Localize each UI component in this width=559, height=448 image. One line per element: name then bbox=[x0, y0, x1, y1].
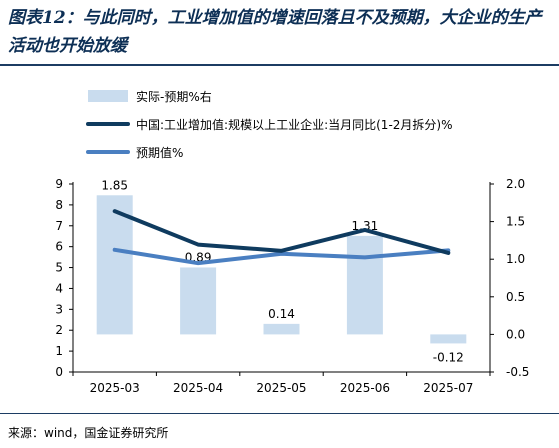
y-left-tick-label: 4 bbox=[55, 281, 63, 295]
y-left-tick-label: 8 bbox=[55, 198, 63, 212]
bar-label-2025-06: 1.31 bbox=[352, 219, 379, 233]
y-left-tick-label: 2 bbox=[55, 323, 63, 337]
actual-line bbox=[112, 209, 451, 255]
expected-line-point-2025-04 bbox=[196, 261, 200, 265]
bar-label-2025-03: 1.85 bbox=[101, 178, 128, 192]
y-left-tick-label: 5 bbox=[55, 261, 63, 275]
y-left-tick-label: 7 bbox=[55, 219, 63, 233]
expected-line-point-2025-06 bbox=[363, 255, 367, 259]
expected-line-point-2025-03 bbox=[113, 248, 117, 252]
source-divider bbox=[0, 413, 559, 414]
actual-line-point-2025-07 bbox=[446, 251, 450, 255]
y-right-tick-label: 1.5 bbox=[506, 215, 525, 229]
x-tick-label: 2025-07 bbox=[423, 381, 473, 395]
source-note: 来源：wind，国金证券研究所 bbox=[8, 426, 169, 440]
bar-2025-06 bbox=[346, 235, 383, 335]
y-right-tick-label: 0.0 bbox=[506, 327, 525, 341]
bar-2025-04 bbox=[180, 267, 217, 335]
y-left-tick-label: 1 bbox=[55, 344, 63, 358]
bar-2025-07 bbox=[430, 334, 467, 344]
actual-line-point-2025-05 bbox=[280, 249, 283, 253]
legend-swatch-bar bbox=[88, 90, 128, 102]
y-right-tick-label: -0.5 bbox=[506, 365, 529, 379]
y-right-tick-label: 1.0 bbox=[506, 252, 525, 266]
bar-2025-03 bbox=[96, 195, 133, 335]
bar-label-2025-07: -0.12 bbox=[433, 350, 464, 364]
bar-label-2025-05: 0.14 bbox=[268, 307, 295, 321]
actual-line-point-2025-06 bbox=[363, 228, 367, 232]
chart-title: 图表12：与此同时，工业增加值的增速回落且不及预期，大企业的生产活动也开始放缓 bbox=[8, 8, 542, 56]
y-left-tick-label: 6 bbox=[55, 240, 63, 254]
bar-2025-05 bbox=[263, 323, 300, 335]
legend-label-expected: 预期值% bbox=[136, 145, 183, 160]
actual-line-point-2025-03 bbox=[113, 209, 117, 213]
title-divider bbox=[0, 64, 559, 66]
y-right-tick-label: 2.0 bbox=[506, 177, 525, 191]
y-right-tick-label: 0.5 bbox=[506, 290, 525, 304]
x-tick-label: 2025-03 bbox=[90, 381, 140, 395]
x-tick-label: 2025-04 bbox=[173, 381, 223, 395]
actual-line-point-2025-04 bbox=[196, 243, 200, 247]
expected-line-point-2025-05 bbox=[280, 252, 283, 256]
x-tick-label: 2025-06 bbox=[340, 381, 390, 395]
y-left-tick-label: 0 bbox=[55, 365, 63, 379]
y-left-tick-label: 9 bbox=[55, 177, 63, 191]
x-tick-label: 2025-05 bbox=[256, 381, 306, 395]
legend-label-bar: 实际-预期%右 bbox=[136, 89, 212, 104]
legend-label-actual: 中国:工业增加值:规模以上工业企业:当月同比(1-2月拆分)% bbox=[136, 117, 453, 132]
y-left-tick-label: 3 bbox=[55, 302, 63, 316]
